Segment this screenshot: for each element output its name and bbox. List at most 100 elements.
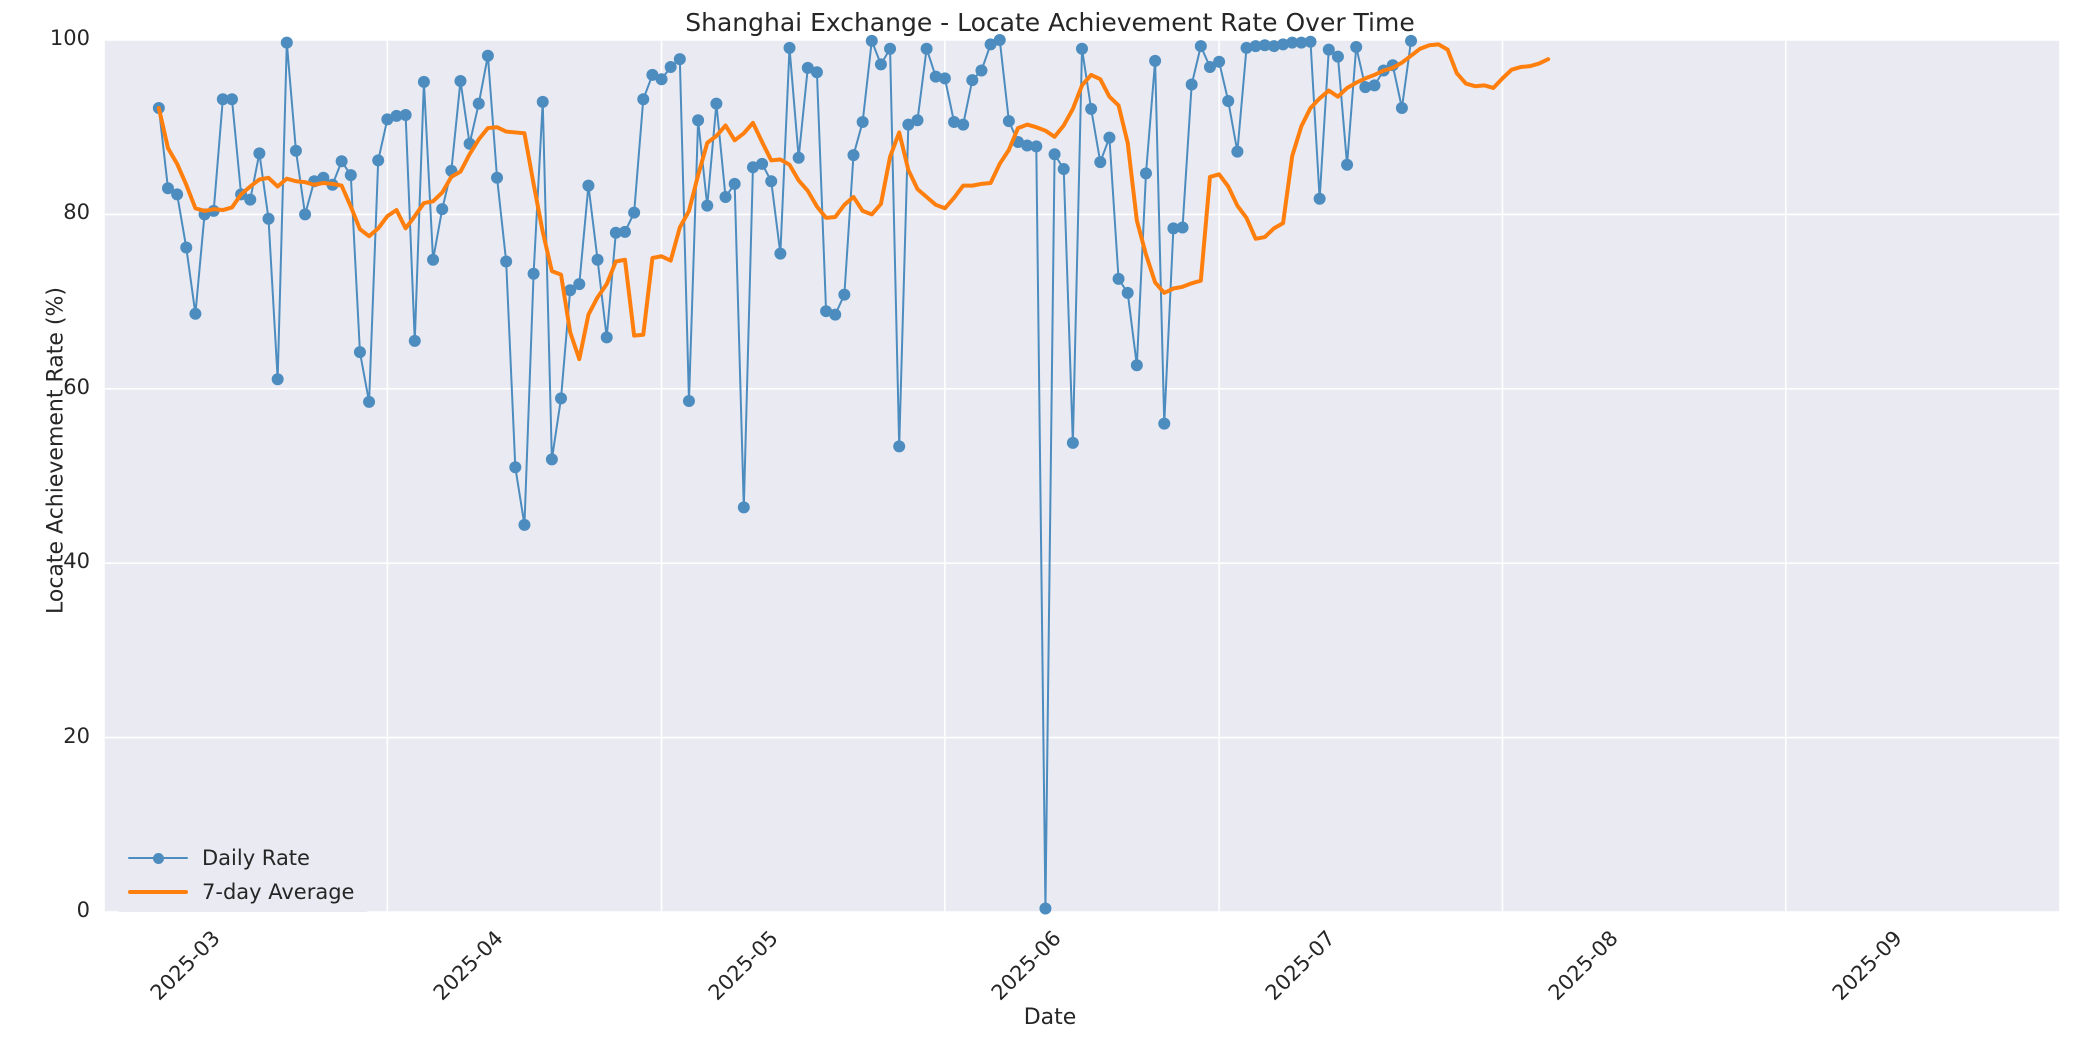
data-point-marker [244, 193, 257, 206]
y-tick-label: 60 [63, 374, 90, 399]
data-point-marker [180, 241, 193, 254]
data-point-marker [893, 440, 906, 453]
data-point-marker [801, 61, 814, 74]
data-point-marker [1359, 81, 1372, 94]
data-point-marker [1277, 38, 1290, 51]
y-tick-label: 20 [63, 723, 90, 748]
data-point-marker [564, 284, 577, 297]
data-point-marker [1304, 35, 1317, 48]
data-point-marker [838, 288, 851, 301]
y-axis-label: Locate Achievement Rate (%) [43, 287, 69, 615]
legend-swatch-7day-average [128, 882, 188, 902]
data-point-marker [902, 118, 915, 131]
chart-title: Shanghai Exchange - Locate Achievement R… [685, 8, 1415, 37]
data-point-marker [938, 72, 951, 85]
legend-label-7day-average: 7-day Average [202, 880, 355, 904]
data-point-marker [1048, 148, 1061, 161]
data-point-marker [609, 226, 622, 239]
legend-line-icon [128, 890, 188, 894]
data-point-marker [774, 247, 787, 260]
data-point-marker [1331, 50, 1344, 63]
data-point-marker [618, 225, 631, 238]
data-point-marker [591, 253, 604, 266]
data-point-marker [573, 278, 586, 291]
data-point-marker [390, 109, 403, 122]
chart-legend[interactable]: Daily Rate 7-day Average [118, 838, 369, 912]
data-point-marker [1341, 158, 1354, 171]
data-point-marker [1130, 359, 1143, 372]
data-point-marker [664, 61, 677, 74]
data-point-marker [984, 38, 997, 51]
data-point-marker [682, 395, 695, 408]
data-point-marker [1002, 115, 1015, 128]
legend-item-daily-rate[interactable]: Daily Rate [128, 844, 354, 872]
data-point-marker [765, 175, 778, 188]
data-point-marker [1213, 55, 1226, 68]
data-point-marker [628, 206, 641, 219]
data-point-marker [271, 373, 284, 386]
data-point-marker [646, 68, 659, 81]
plot-area [103, 34, 2061, 915]
data-point-marker [1405, 34, 1418, 47]
legend-item-7day-average[interactable]: 7-day Average [128, 878, 354, 906]
data-point-marker [884, 42, 897, 55]
x-tick-label: 2025-07 [1260, 926, 1340, 1006]
data-point-marker [1249, 40, 1262, 53]
data-point-marker [335, 155, 348, 168]
series-line-2 [156, 42, 1551, 362]
data-point-marker [1395, 102, 1408, 115]
data-point-marker [372, 154, 385, 167]
data-point-marker [1094, 156, 1107, 169]
data-point-marker [454, 74, 467, 87]
data-point-marker [1149, 54, 1162, 67]
legend-marker-icon [152, 852, 164, 864]
data-point-marker [929, 70, 942, 83]
data-point-marker [1286, 36, 1299, 49]
data-point-marker [1158, 417, 1171, 430]
x-tick-label: 2025-09 [1827, 926, 1907, 1006]
data-point-marker [253, 147, 266, 160]
data-point-marker [408, 334, 421, 347]
data-point-marker [216, 93, 229, 106]
data-point-marker [673, 53, 686, 66]
data-point-marker [829, 308, 842, 321]
data-point-marker [1295, 36, 1308, 49]
data-point-marker [692, 114, 705, 127]
data-point-marker [746, 161, 759, 174]
data-point-marker [847, 149, 860, 162]
data-point-marker [436, 203, 449, 216]
y-tick-label: 80 [63, 200, 90, 225]
x-tick-label: 2025-08 [1544, 926, 1624, 1006]
data-point-marker [1076, 42, 1088, 55]
data-point-marker [1039, 902, 1052, 915]
data-point-marker [1139, 167, 1152, 180]
data-point-marker [417, 75, 430, 88]
data-point-marker [161, 182, 174, 195]
data-point-marker [710, 97, 723, 110]
data-point-marker [1240, 41, 1253, 54]
data-point-marker [975, 64, 988, 77]
data-point-marker [1085, 102, 1098, 115]
data-point-marker [500, 255, 513, 268]
data-point-marker [189, 307, 202, 320]
data-point-marker [1194, 40, 1207, 53]
y-tick-label: 40 [63, 549, 90, 574]
data-point-marker [1021, 139, 1034, 152]
data-point-marker [427, 253, 440, 266]
data-point-marker [225, 93, 238, 106]
data-point-marker [1267, 40, 1280, 53]
data-point-marker [1103, 131, 1116, 144]
data-point-marker [1322, 43, 1335, 56]
data-point-marker [1112, 272, 1125, 285]
data-point-marker [1185, 78, 1198, 91]
data-point-marker [1066, 436, 1079, 449]
data-point-marker [582, 179, 595, 192]
data-point-marker [1030, 140, 1043, 153]
x-tick-label: 2025-03 [145, 926, 225, 1006]
data-point-marker [353, 346, 366, 359]
data-point-marker [491, 171, 504, 184]
data-point-marker [957, 118, 970, 131]
data-point-marker [1350, 40, 1363, 53]
data-point-marker [865, 34, 878, 47]
